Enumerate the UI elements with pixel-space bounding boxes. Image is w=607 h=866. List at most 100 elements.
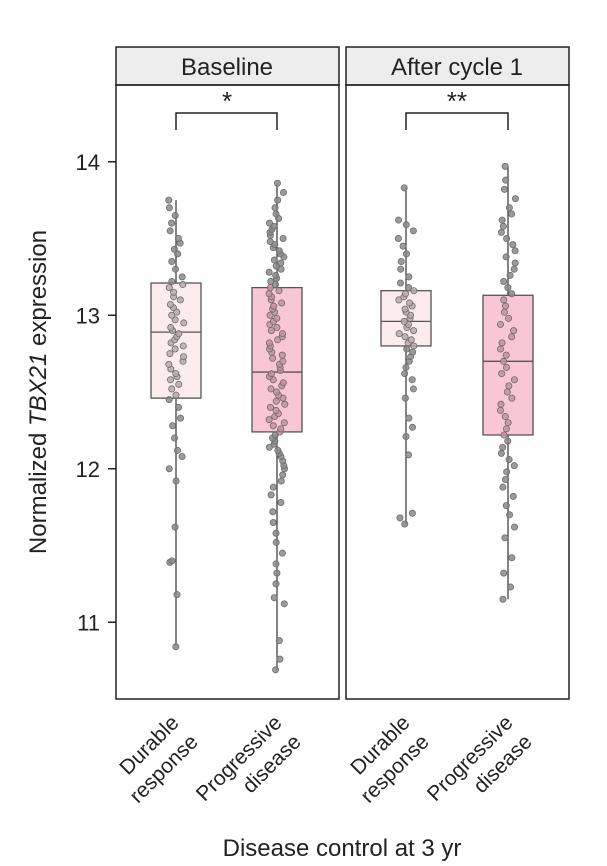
data-point <box>399 242 407 250</box>
data-point <box>269 422 277 430</box>
data-point <box>278 549 286 557</box>
data-point <box>401 333 409 341</box>
data-point <box>277 499 285 507</box>
data-point <box>278 299 286 307</box>
data-point <box>396 279 404 287</box>
data-point <box>272 666 280 674</box>
data-point <box>272 529 280 537</box>
data-point <box>500 277 508 285</box>
data-point <box>272 397 280 405</box>
data-point <box>408 509 416 517</box>
data-point <box>497 345 505 353</box>
data-point <box>178 273 186 281</box>
data-point <box>267 491 275 499</box>
data-point <box>500 185 508 193</box>
data-point <box>504 284 512 292</box>
data-point <box>279 471 287 479</box>
data-point <box>511 247 519 255</box>
data-point <box>165 196 173 204</box>
y-axis-label-pre: Normalized <box>25 426 52 554</box>
data-point <box>502 176 510 184</box>
data-point <box>280 419 288 427</box>
data-point <box>497 228 505 236</box>
data-point <box>171 316 179 324</box>
data-point <box>397 258 405 266</box>
data-point <box>405 273 413 281</box>
data-point <box>271 204 279 212</box>
data-point <box>395 330 403 338</box>
data-point <box>267 277 275 285</box>
data-point <box>176 296 184 304</box>
data-point <box>409 423 417 431</box>
data-point <box>265 339 273 347</box>
data-point <box>511 259 519 267</box>
data-point <box>269 483 277 491</box>
data-point <box>496 406 504 414</box>
y-tick-label: 11 <box>77 610 100 635</box>
data-point <box>167 376 175 384</box>
data-point <box>499 595 507 603</box>
data-point <box>168 219 176 227</box>
significance-marker: ** <box>447 86 467 116</box>
data-point <box>171 345 179 353</box>
data-point <box>165 396 173 404</box>
data-point <box>500 296 508 304</box>
data-point <box>175 380 183 388</box>
data-point <box>179 342 187 350</box>
data-point <box>498 216 506 224</box>
data-point <box>270 256 278 264</box>
data-point <box>269 518 277 526</box>
data-point <box>502 253 510 261</box>
data-point <box>274 196 282 204</box>
data-point <box>508 554 516 562</box>
panel-frame <box>115 84 340 700</box>
data-point <box>166 301 174 309</box>
data-point <box>177 414 185 422</box>
data-point <box>400 317 408 325</box>
data-point <box>407 336 415 344</box>
data-point <box>410 327 418 335</box>
data-point <box>173 308 181 316</box>
data-point <box>395 216 403 224</box>
data-point <box>167 324 175 332</box>
data-point <box>395 296 403 304</box>
data-point <box>402 221 410 229</box>
x-axis-label: Disease control at 3 yr <box>223 835 462 862</box>
data-point <box>506 511 514 519</box>
data-point <box>510 462 518 470</box>
y-axis-label: Normalized TBX21 expression <box>25 230 52 554</box>
data-point <box>505 314 513 322</box>
y-tick-label: 14 <box>76 150 100 175</box>
data-point <box>267 327 275 335</box>
y-axis-label-post: expression <box>25 230 52 353</box>
data-point <box>497 400 505 408</box>
data-point <box>180 319 188 327</box>
data-point <box>270 302 278 310</box>
data-point <box>499 222 507 230</box>
data-point <box>510 327 518 335</box>
data-point <box>273 179 281 187</box>
data-point <box>280 600 288 608</box>
data-point <box>505 204 513 212</box>
data-point <box>508 290 516 298</box>
data-point <box>501 162 509 170</box>
data-point <box>410 342 418 350</box>
data-point <box>166 350 174 358</box>
data-point <box>403 345 411 353</box>
data-point <box>500 357 508 365</box>
panel-frame <box>345 84 570 700</box>
data-point <box>171 523 179 531</box>
data-point <box>180 353 188 361</box>
y-axis-label-gene: TBX21 <box>25 353 52 426</box>
data-point <box>175 330 183 338</box>
panel-after-cycle-1: After cycle 1 ** <box>345 46 570 700</box>
data-point <box>165 360 173 368</box>
data-point <box>273 324 281 332</box>
data-point <box>178 452 186 460</box>
data-point <box>508 394 516 402</box>
data-point <box>272 210 280 218</box>
data-point <box>265 290 273 298</box>
y-tick-label: 13 <box>76 303 100 328</box>
data-point <box>510 265 518 273</box>
